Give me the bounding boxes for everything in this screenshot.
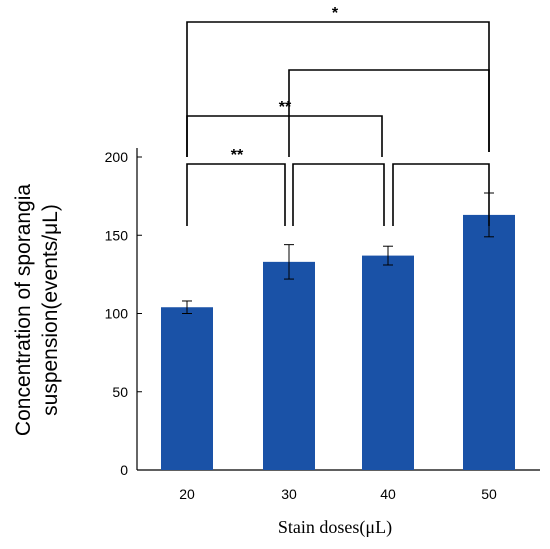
y-tick-label: 0 [120, 462, 128, 478]
x-tick-label: 50 [481, 486, 497, 502]
significance-bracket [186, 163, 286, 226]
significance-bracket [292, 163, 385, 226]
y-axis-label-line-2: suspension(events/μL) [39, 204, 62, 416]
y-axis-label: Concentration of sporangia suspension(ev… [12, 184, 62, 436]
significance-bracket [392, 163, 490, 226]
bar [161, 307, 213, 470]
significance-label: * [332, 5, 339, 22]
y-tick-label: 150 [105, 227, 129, 243]
error-bars [182, 192, 494, 314]
y-axis-label-line-1: Concentration of sporangia [12, 184, 35, 436]
bar [463, 214, 515, 470]
x-axis-label: Stain doses(μL) [278, 517, 392, 538]
x-tick-label: 40 [380, 486, 396, 502]
bar [362, 255, 414, 470]
y-tick-label: 200 [105, 149, 129, 165]
y-tick-label: 50 [112, 384, 128, 400]
bar [263, 261, 315, 470]
significance-label: ** [279, 99, 292, 116]
significance-label: ** [231, 147, 244, 164]
significance-brackets: ***** [186, 5, 490, 226]
x-tick-label: 20 [179, 486, 195, 502]
y-tick-label: 100 [105, 306, 129, 322]
significance-bracket [186, 21, 490, 157]
significance-bracket [186, 115, 383, 157]
significance-bracket [288, 69, 490, 157]
x-tick-label: 30 [281, 486, 297, 502]
bars [161, 214, 515, 470]
